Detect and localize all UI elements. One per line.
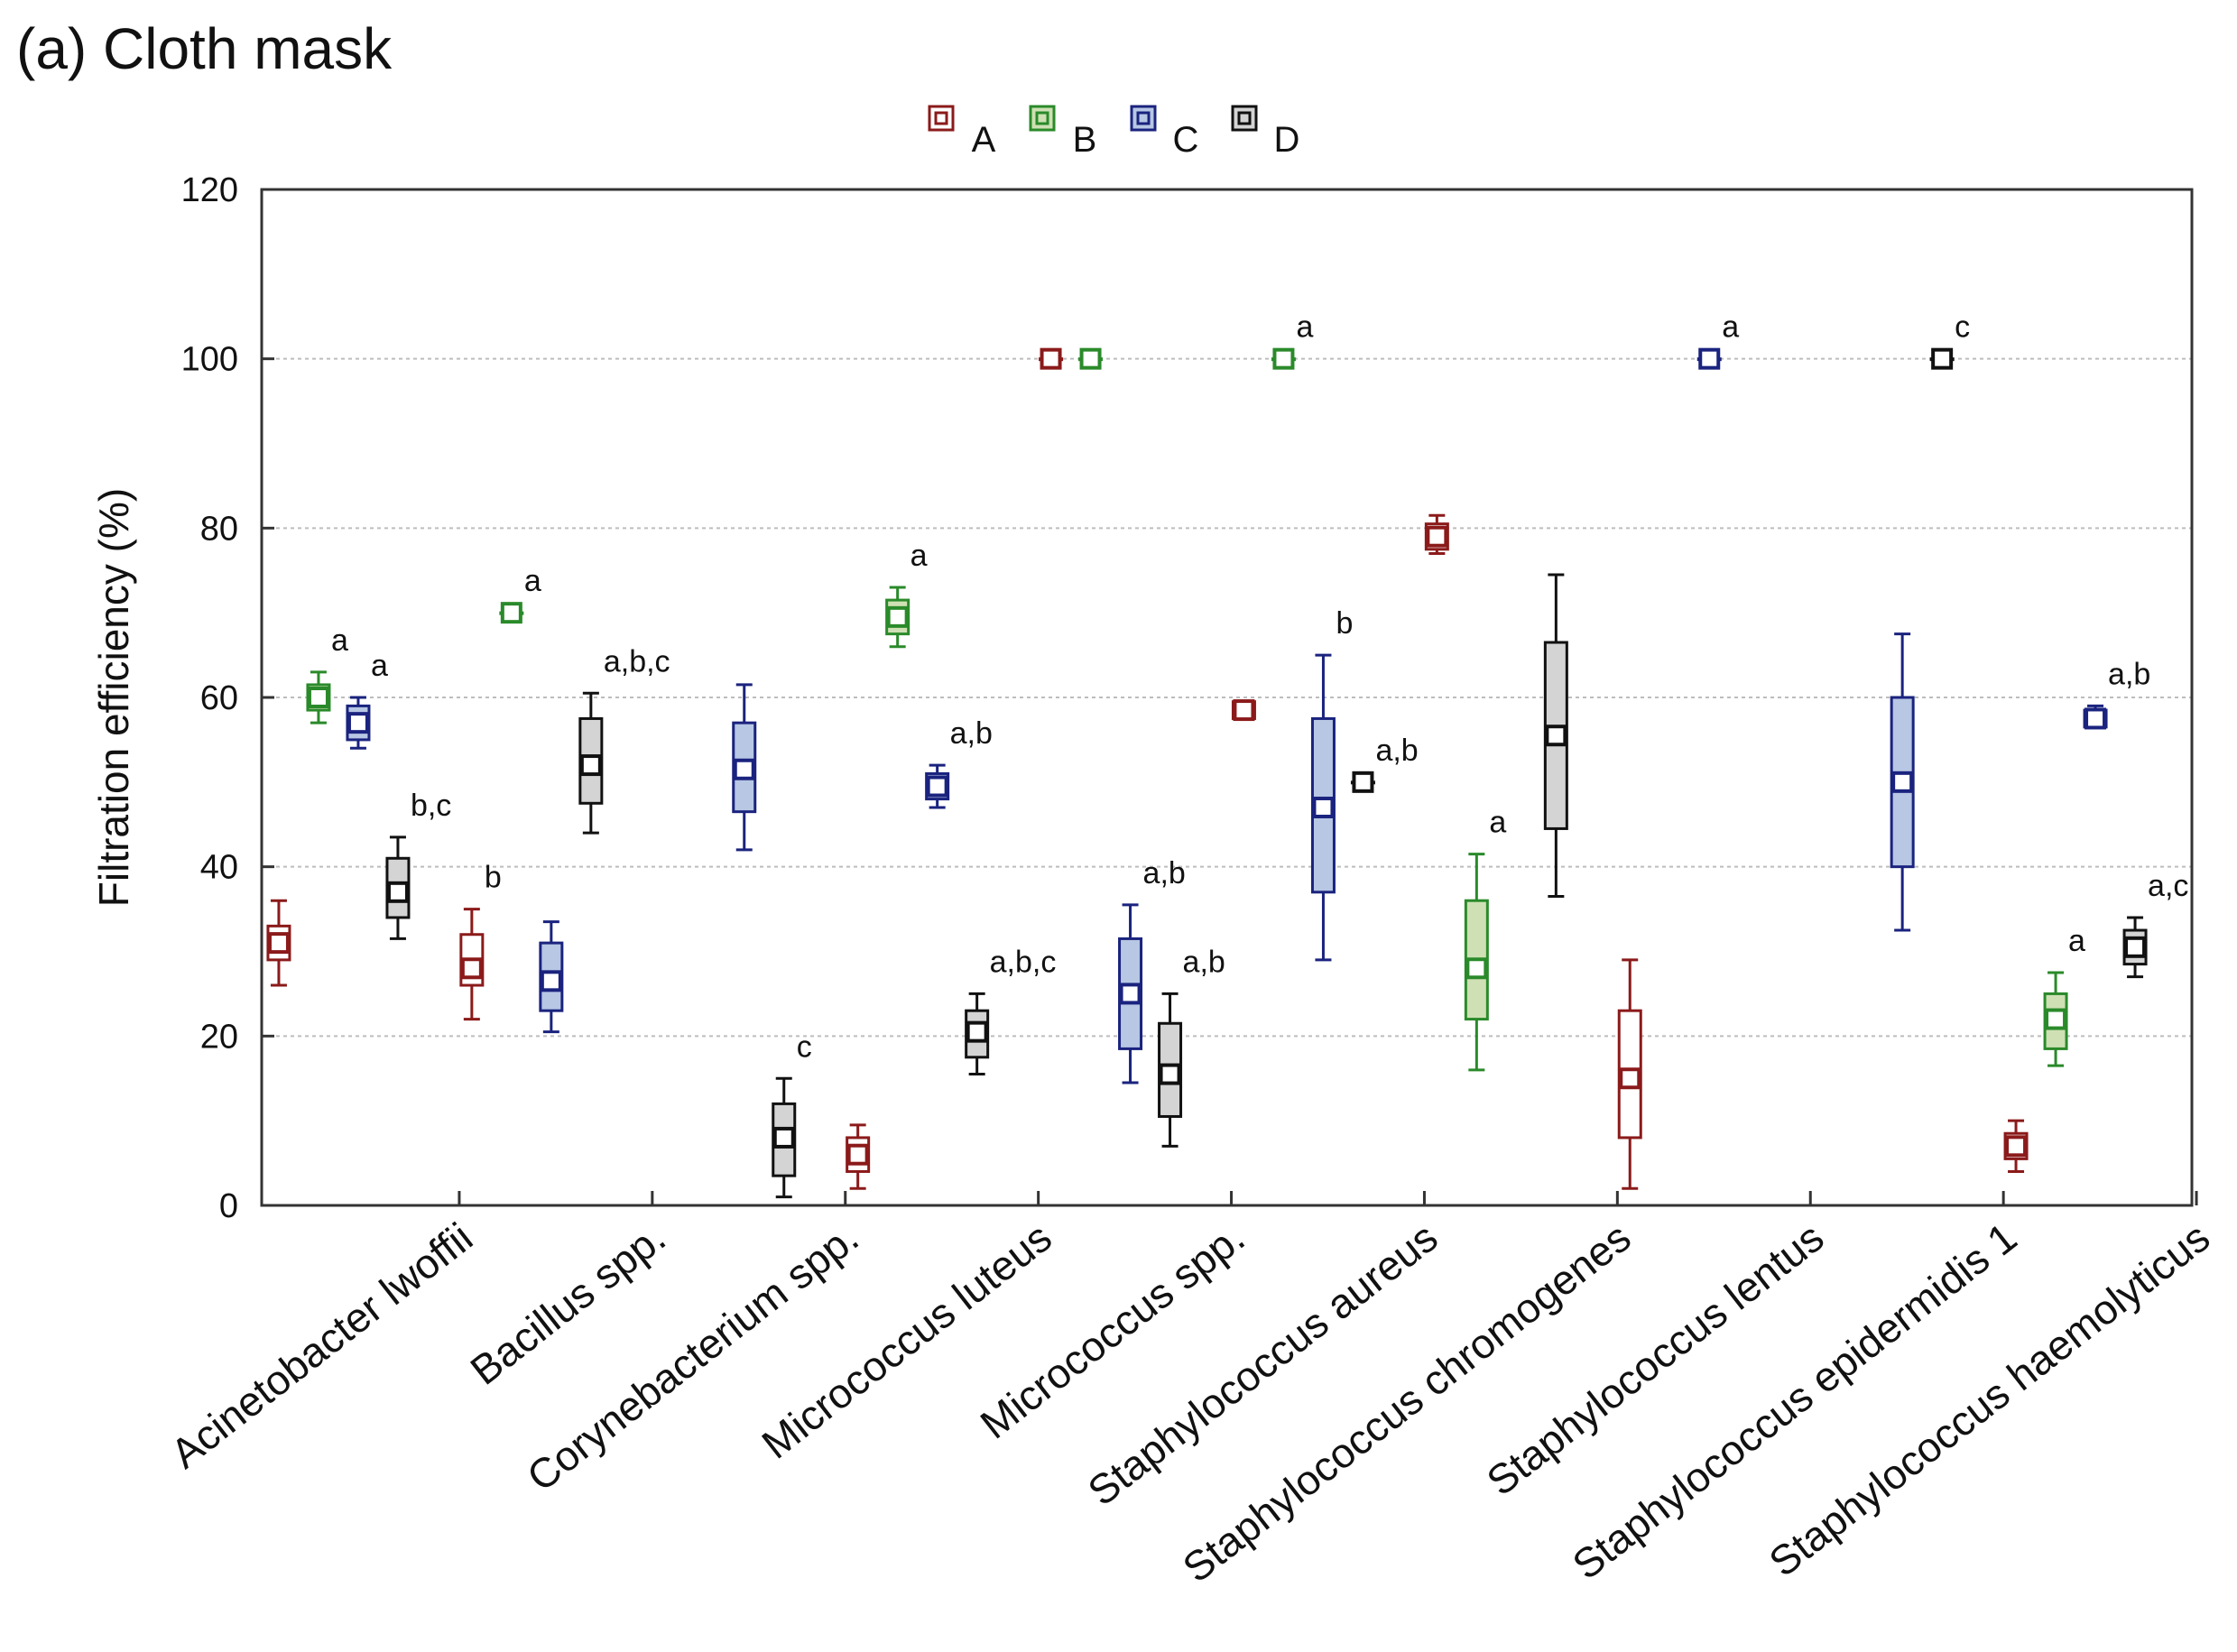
legend-marker [1136,111,1151,125]
y-tick-label: 0 [219,1187,238,1225]
x-tick-label: Corynebacterium spp. [518,1214,867,1500]
significance-label: a [2068,924,2085,958]
x-tick-label: Acinetobacter lwoffii [162,1214,481,1477]
significance-label: a,c [2148,869,2188,903]
median-marker [307,687,329,708]
median-marker [540,970,562,992]
y-axis: 0 20 40 60 80 100 120 [181,171,274,1225]
median-marker [2124,936,2147,958]
significance-label: a [524,564,541,598]
median-marker [579,754,602,777]
median-marker [267,932,290,955]
legend-marker [1237,111,1252,125]
median-marker [1931,347,1954,370]
median-marker [1426,525,1448,548]
median-marker [460,957,483,980]
median-marker [1233,699,1255,722]
significance-label: a [331,623,348,658]
median-marker [2005,1135,2028,1158]
legend-label: B [1073,120,1097,160]
y-axis-title: Filtration efficiency (%) [90,488,137,907]
median-marker [1352,771,1374,793]
significance-label: a [911,539,928,573]
median-marker [886,605,909,628]
median-marker [1698,347,1721,370]
legend-swatch [928,105,955,132]
significance-label: b [485,861,502,895]
legend-label: A [972,120,996,160]
y-tick-label: 80 [200,510,238,548]
median-marker [966,1020,988,1043]
legend-label: C [1173,120,1199,160]
significance-label: a [1296,310,1313,345]
significance-label: a,b [950,716,993,751]
median-marker [1619,1067,1641,1090]
legend-swatch [1231,105,1258,132]
significance-label: a,b,c [990,945,1057,979]
y-tick-label: 60 [200,679,238,717]
median-marker [1040,347,1062,370]
significance-label: c [797,1029,812,1064]
significance-label: a [1489,806,1506,840]
legend: A B C D [928,105,1300,160]
median-marker [772,1126,795,1149]
y-tick-label: 120 [181,171,238,209]
legend-marker [934,111,948,125]
median-marker [1159,1063,1181,1085]
legend-label: D [1274,120,1300,160]
median-marker [1312,796,1335,818]
median-marker [2045,1008,2067,1030]
median-marker [2084,707,2107,730]
median-marker [846,1143,869,1166]
median-marker [1119,983,1142,1005]
significance-label: b [1336,606,1353,641]
median-marker [386,881,409,903]
median-marker [926,775,948,798]
y-tick-label: 20 [200,1018,238,1056]
significance-label: a,b [2108,657,2150,691]
significance-label: b,c [411,789,451,823]
median-marker [1465,957,1488,980]
significance-label: a,b,c [604,644,670,678]
significance-label: c [1955,310,1970,345]
legend-swatch [1029,105,1056,132]
significance-label: a,b [1143,856,1186,891]
significance-label: a [371,649,388,683]
y-tick-label: 40 [200,849,238,887]
median-marker [733,758,755,780]
legend-swatch [1130,105,1157,132]
significance-label: a,b [1375,734,1418,768]
median-marker [500,602,522,624]
median-marker [1272,347,1295,370]
significance-label: a [1722,310,1739,345]
x-tick-label: Staphylococcus lentus [1478,1214,1833,1505]
x-tick-label: Staphylococcus aureus [1079,1214,1447,1515]
median-marker [1079,347,1102,370]
median-marker [1545,724,1567,747]
significance-label: a,b [1183,945,1225,979]
legend-marker [1035,111,1049,125]
panel-title: (a) Cloth mask [16,16,393,81]
median-marker [347,712,369,734]
median-marker [1891,771,1914,793]
y-tick-label: 100 [181,341,238,379]
